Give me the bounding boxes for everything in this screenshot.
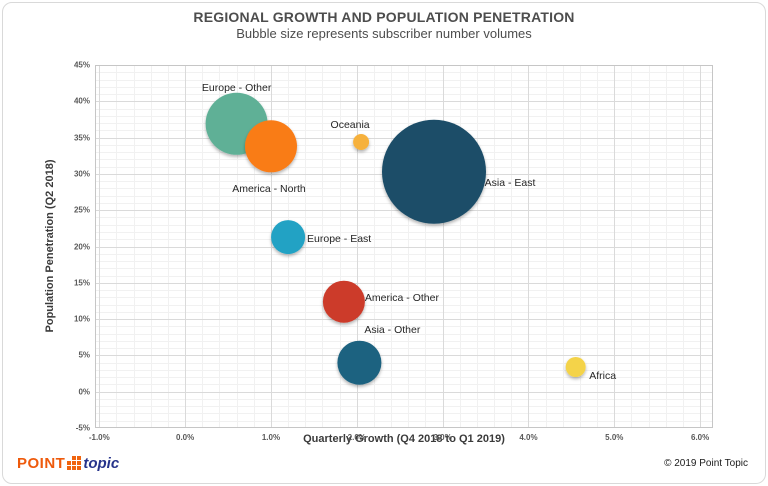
y-tick-label: 45% — [73, 60, 90, 70]
x-tick-label: 1.0% — [261, 433, 281, 442]
logo-topic-text: topic — [83, 455, 120, 472]
bubble-america-other — [322, 280, 365, 323]
y-tick-label: 5% — [78, 350, 90, 360]
x-tick-label: 0.0% — [176, 433, 195, 442]
bubble-label-asia-east: Asia - East — [484, 176, 536, 189]
bubble-oceania — [353, 134, 370, 150]
plot-border — [95, 65, 713, 428]
bubble-america-north — [245, 120, 297, 173]
plot-area — [95, 65, 713, 429]
bubble-label-oceania: Oceania — [330, 118, 370, 131]
y-tick-label: 0% — [78, 387, 90, 397]
bubble-asia-east — [382, 119, 486, 224]
bubble-africa — [565, 357, 586, 377]
y-tick-label: 35% — [73, 133, 90, 143]
point-topic-logo: POINT topic — [17, 453, 119, 471]
copyright-text: © 2019 Point Topic — [664, 458, 748, 469]
bubble-label-africa: Africa — [589, 370, 617, 383]
logo-pixel-grid-icon — [67, 456, 82, 470]
bubble-label-europe-east: Europe - East — [307, 233, 372, 246]
y-tick-label: 40% — [73, 96, 90, 106]
y-tick-label: 30% — [73, 169, 90, 179]
y-tick-label: 10% — [73, 314, 90, 324]
x-tick-label: 3.0% — [433, 433, 452, 442]
y-tick-label: 20% — [73, 242, 90, 251]
y-tick-label: 25% — [73, 205, 90, 215]
x-tick-label: 6.0% — [691, 433, 710, 442]
chart-subtitle: Bubble size represents subscriber number… — [236, 26, 532, 41]
x-tick-label: 5.0% — [605, 433, 624, 442]
chart-title: REGIONAL GROWTH AND POPULATION PENETRATI… — [193, 9, 575, 25]
bubble-europe-east — [271, 220, 306, 255]
x-tick-label: -1.0% — [88, 433, 110, 442]
y-tick-label: 15% — [73, 278, 90, 288]
bubble-label-america-other: America - Other — [364, 291, 439, 304]
x-axis-label: Quarterly Growth (Q4 2018 to Q1 2019) — [303, 433, 505, 445]
y-tick-label: -5% — [75, 423, 90, 433]
bubble-asia-other — [337, 340, 382, 385]
bubble-label-asia-other: Asia - Other — [364, 323, 421, 336]
bubble-label-europe-other: Europe - Other — [201, 81, 272, 94]
bubbles-layer — [205, 92, 586, 385]
x-tick-label: 4.0% — [519, 433, 538, 442]
minor-gridlines — [95, 65, 713, 429]
logo-point-text: POINT — [17, 455, 66, 472]
x-tick-label: 2.0% — [347, 433, 366, 442]
major-gridlines — [95, 65, 713, 429]
plot-canvas — [95, 65, 713, 429]
bubble-label-america-north: America - North — [232, 183, 306, 196]
